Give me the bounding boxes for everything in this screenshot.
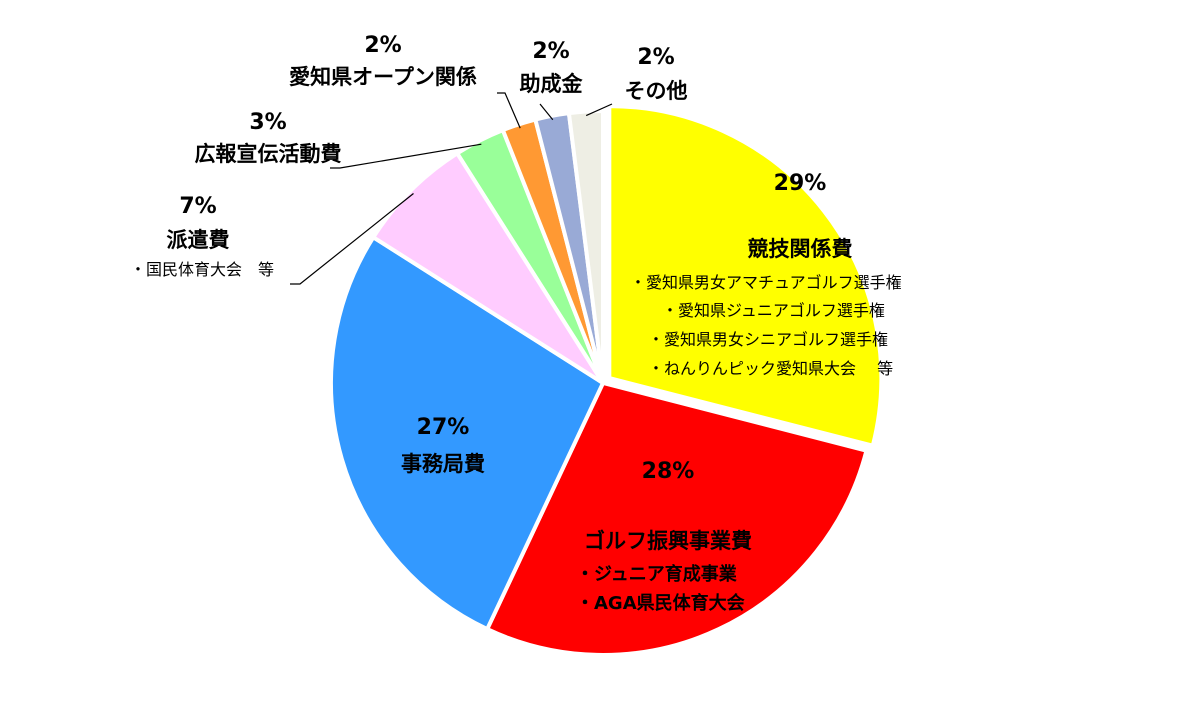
pie-slice [607, 104, 884, 448]
slice-pct-label: 29% [774, 171, 827, 196]
slice-detail-label: ・愛知県男女アマチュアゴルフ選手権 [630, 273, 902, 292]
slice-pct-label: 27% [417, 415, 470, 440]
leader-line [539, 103, 554, 121]
slice-name-label: その他 [625, 79, 688, 103]
pie-slice [329, 235, 605, 632]
leader-line [585, 103, 613, 117]
slice-name-label: 愛知県オープン関係 [289, 65, 477, 89]
pie-slice [566, 109, 605, 385]
pie-slice [371, 151, 605, 385]
slice-name-label: 派遣費 [167, 228, 230, 252]
slice-pct-label: 2% [364, 33, 401, 58]
slice-detail-label: ・ねんりんピック愛知県大会 等 [648, 359, 893, 378]
slice-detail-label: ・愛知県ジュニアゴルフ選手権 [662, 301, 885, 320]
leader-line [290, 193, 414, 285]
slice-detail-label: ・AGA県民体育大会 [576, 592, 745, 614]
slice-pct-label: 28% [642, 459, 695, 484]
slice-name-label: 競技関係費 [748, 237, 853, 261]
leader-lines [290, 92, 613, 285]
slice-detail-label: ・国民体育大会 等 [130, 260, 274, 279]
slice-name-label: ゴルフ振興事業費 [584, 529, 752, 553]
slice-pct-label: 2% [637, 45, 674, 70]
pie-slice [485, 381, 869, 657]
slice-pct-label: 2% [532, 39, 569, 64]
slice-pct-label: 3% [249, 110, 286, 135]
slice-name-label: 事務局費 [401, 452, 485, 476]
leader-line [497, 92, 521, 129]
leader-line [330, 143, 482, 169]
slice-detail-label: ・愛知県男女シニアゴルフ選手権 [648, 330, 888, 349]
slice-detail-label: ・ジュニア育成事業 [576, 563, 738, 585]
slice-pct-label: 7% [179, 194, 216, 219]
slice-name-label: 助成金 [520, 72, 584, 96]
slice-name-label: 広報宣伝活動費 [195, 142, 342, 166]
